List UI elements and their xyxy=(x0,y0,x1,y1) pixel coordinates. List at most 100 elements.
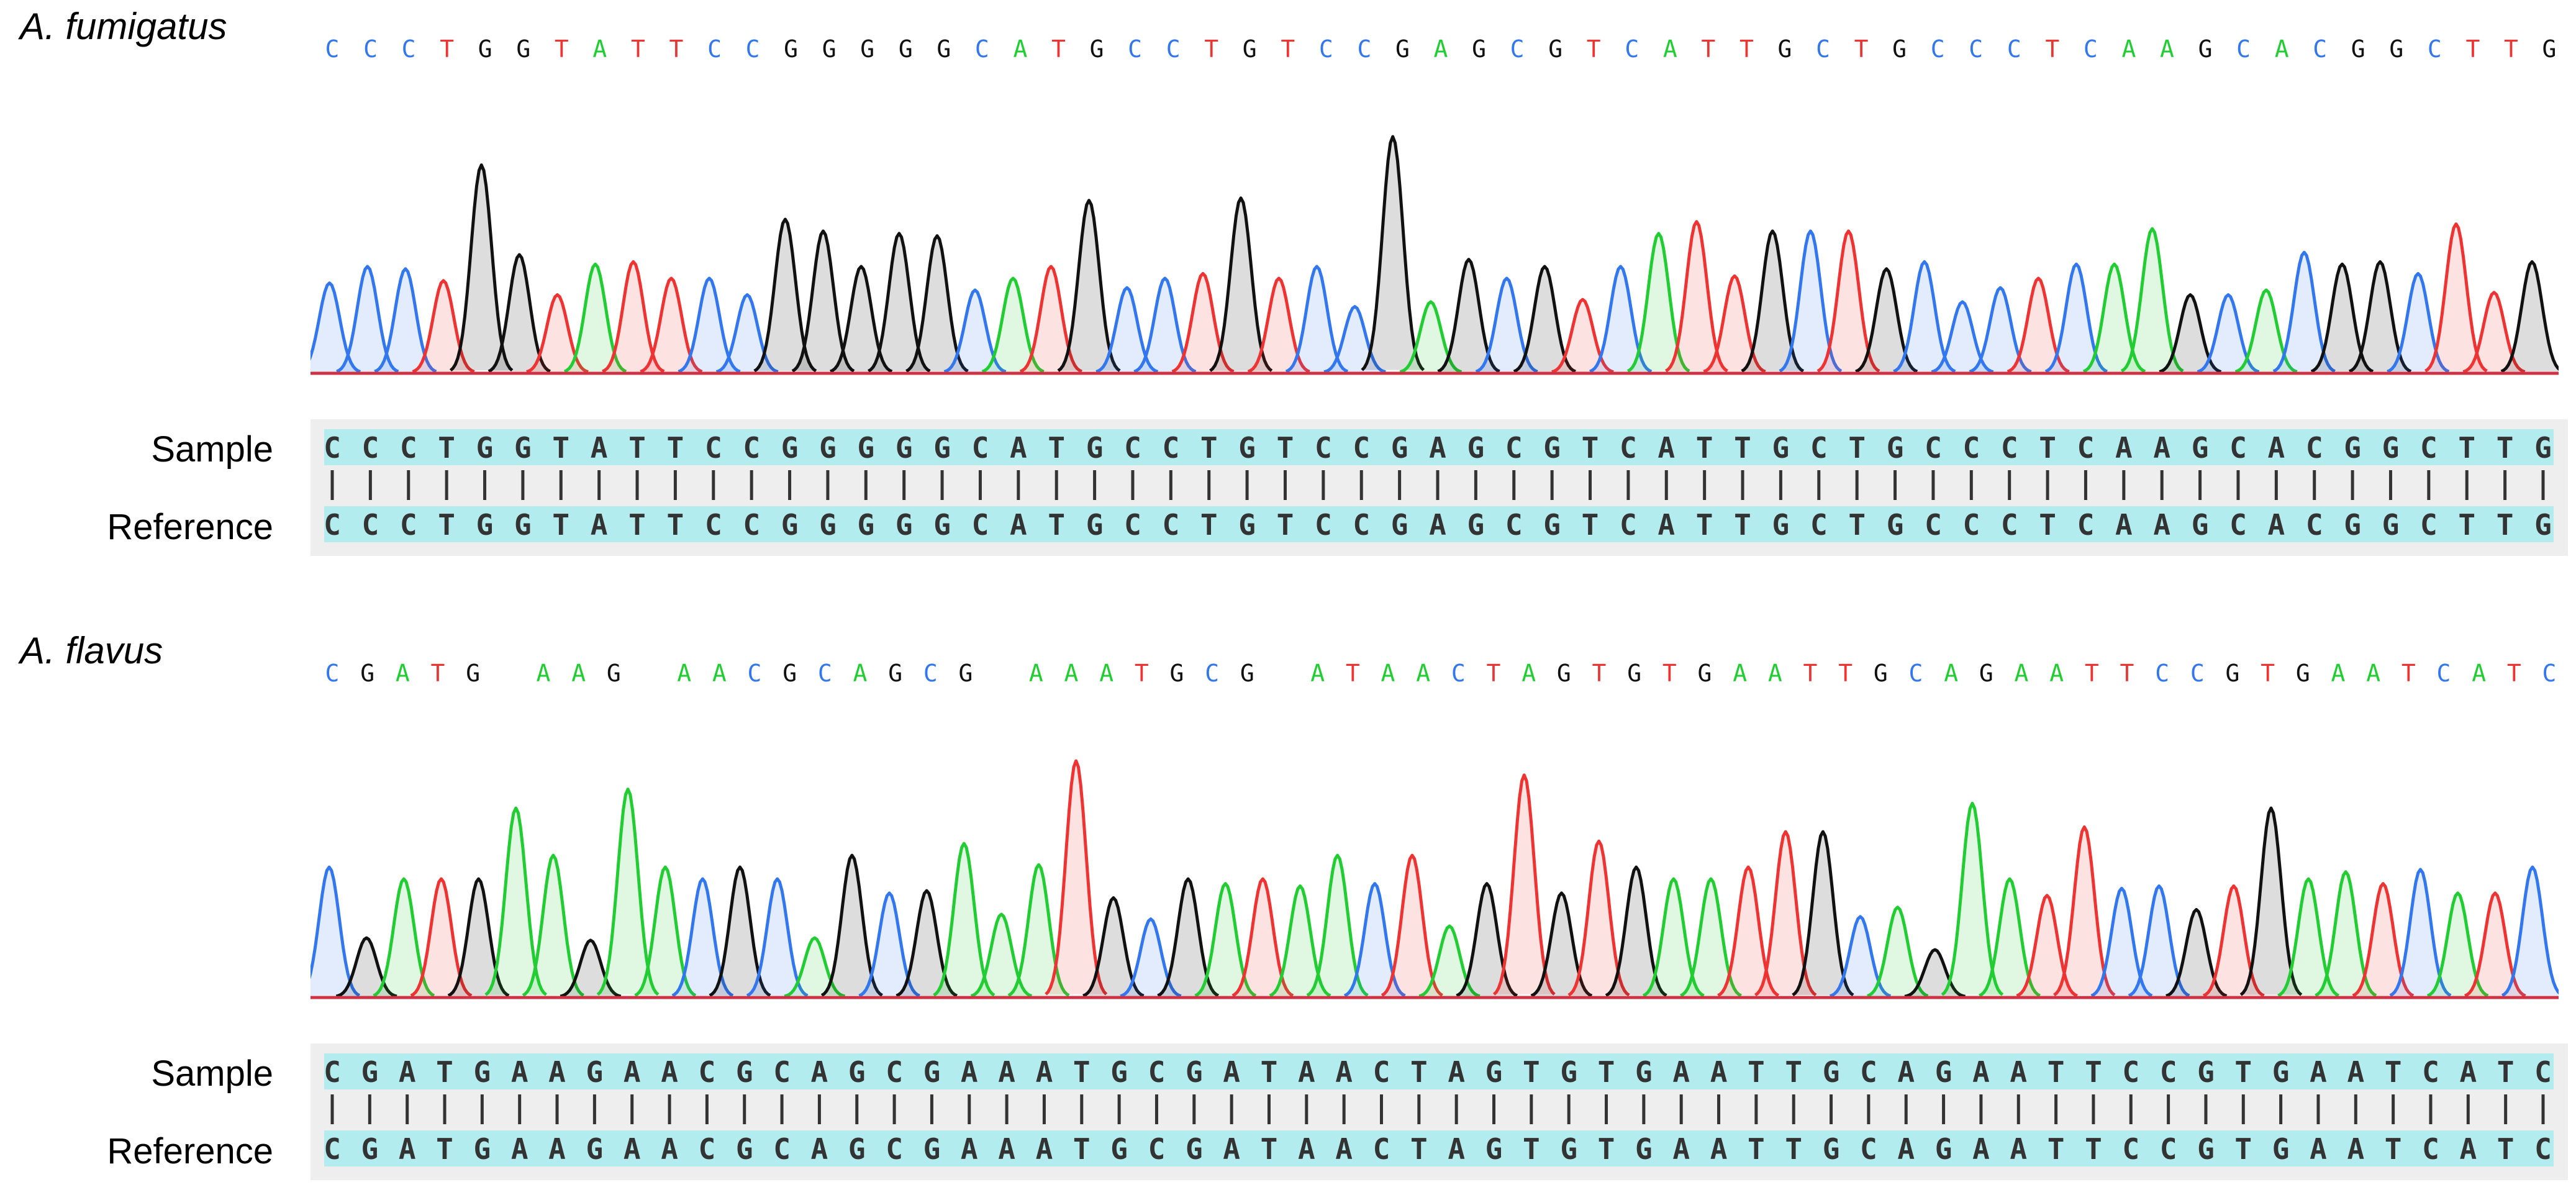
reference-base: G xyxy=(1635,1132,1653,1166)
sample-highlight xyxy=(324,429,2554,465)
base-call-A: A xyxy=(592,35,607,63)
sample-base: C xyxy=(1810,431,1828,465)
reference-base: A xyxy=(399,1132,416,1166)
sample-base: T xyxy=(2048,1055,2065,1089)
reference-base: A xyxy=(2010,1132,2027,1166)
sample-base: A xyxy=(2347,1055,2364,1089)
reference-highlight xyxy=(324,1130,2554,1166)
sample-base: T xyxy=(2497,431,2514,465)
reference-base: G xyxy=(896,508,913,542)
peak-T xyxy=(640,276,703,373)
base-call-A: A xyxy=(2275,35,2289,63)
base-call-C: C xyxy=(818,660,832,687)
reference-base: T xyxy=(436,1132,453,1166)
sample-base: G xyxy=(1635,1055,1653,1089)
reference-base: G xyxy=(781,508,799,542)
sample-base: T xyxy=(1277,431,1294,465)
base-call-A: A xyxy=(537,660,551,687)
reference-base: G xyxy=(1110,1132,1128,1166)
reference-base: T xyxy=(1261,1132,1278,1166)
sample-base: C xyxy=(705,431,722,465)
sample-base: G xyxy=(514,431,532,465)
base-call-G: G xyxy=(1395,35,1410,63)
peak-C xyxy=(1343,882,1406,998)
base-call-G: G xyxy=(1240,660,1254,687)
sample-base: A xyxy=(2459,1055,2477,1089)
peak-T xyxy=(602,260,665,373)
reference-base: A xyxy=(624,1132,641,1166)
peak-C xyxy=(2272,250,2336,373)
peak-A xyxy=(563,262,627,373)
peak-A xyxy=(2277,877,2339,998)
sample-base: C xyxy=(2160,1055,2177,1089)
reference-base: C xyxy=(1505,508,1523,542)
reference-base: T xyxy=(667,508,684,542)
base-call-G: G xyxy=(1472,35,1486,63)
peak-G xyxy=(1605,865,1667,997)
reference-base: C xyxy=(2122,1132,2139,1166)
base-call-C: C xyxy=(2236,35,2251,63)
peak-C xyxy=(1589,265,1653,373)
base-call-T: T xyxy=(1803,660,1818,687)
sample-base: C xyxy=(1353,431,1370,465)
sample-base: G xyxy=(1560,1055,1577,1089)
base-call-G: G xyxy=(2296,660,2310,687)
reference-base: T xyxy=(1277,508,1294,542)
reference-base: T xyxy=(2048,1132,2065,1166)
sample-base: C xyxy=(2122,1055,2139,1089)
sample-base: A xyxy=(2153,431,2170,465)
sample-base: A xyxy=(1010,431,1027,465)
reference-base: C xyxy=(1162,508,1179,542)
peak-C xyxy=(1829,915,1892,998)
base-call-A: A xyxy=(1522,660,1536,687)
base-call-G: G xyxy=(937,35,951,63)
base-call-A: A xyxy=(2160,35,2174,63)
chromatogram-trace xyxy=(311,135,2559,375)
base-call-T: T xyxy=(1701,35,1715,63)
peak-C xyxy=(374,267,437,373)
peak-C xyxy=(943,288,1007,373)
base-call-G: G xyxy=(516,35,530,63)
sample-base: G xyxy=(781,431,799,465)
reference-base: C xyxy=(699,1132,716,1166)
base-call-A: A xyxy=(1416,660,1430,687)
reference-base: G xyxy=(933,508,951,542)
sample-base: G xyxy=(933,431,951,465)
base-call-A: A xyxy=(1944,660,1958,687)
peak-C xyxy=(2044,262,2108,373)
reference-highlight xyxy=(324,506,2554,542)
base-call-C: C xyxy=(1625,35,1639,63)
sample-base: A xyxy=(2115,431,2133,465)
peak-G xyxy=(1361,135,1425,371)
base-call-C: C xyxy=(2313,35,2327,63)
peak-G xyxy=(1855,267,1918,373)
base-call-A: A xyxy=(1381,660,1395,687)
sample-base: A xyxy=(2010,1055,2027,1089)
reference-base: A xyxy=(2153,508,2170,542)
base-call-T: T xyxy=(1854,35,1869,63)
chromatogram-trace xyxy=(311,759,2559,999)
peak-G xyxy=(709,865,771,997)
base-call-C: C xyxy=(923,660,938,687)
sample-row-label: Sample xyxy=(151,429,273,470)
base-call-G: G xyxy=(2389,35,2403,63)
sample-base: A xyxy=(998,1055,1015,1089)
reference-base: C xyxy=(1373,1132,1390,1166)
reference-base: C xyxy=(1860,1132,1877,1166)
peak-T xyxy=(410,877,473,998)
reference-base: G xyxy=(2272,1132,2290,1166)
peak-C xyxy=(2197,293,2260,373)
reference-base: A xyxy=(1672,1132,1690,1166)
sample-base: A xyxy=(661,1055,678,1089)
reference-base: T xyxy=(2385,1132,2402,1166)
reference-base: T xyxy=(1200,508,1218,542)
sample-base: A xyxy=(1036,1055,1053,1089)
peak-C xyxy=(2387,271,2450,373)
base-call-A: A xyxy=(396,660,410,687)
base-call-G: G xyxy=(466,660,480,687)
base-call-G: G xyxy=(1979,660,1993,687)
sample-base: T xyxy=(1748,1055,1765,1089)
base-call-C: C xyxy=(2428,35,2442,63)
base-call-A: A xyxy=(571,660,586,687)
peak-C xyxy=(2389,868,2452,997)
